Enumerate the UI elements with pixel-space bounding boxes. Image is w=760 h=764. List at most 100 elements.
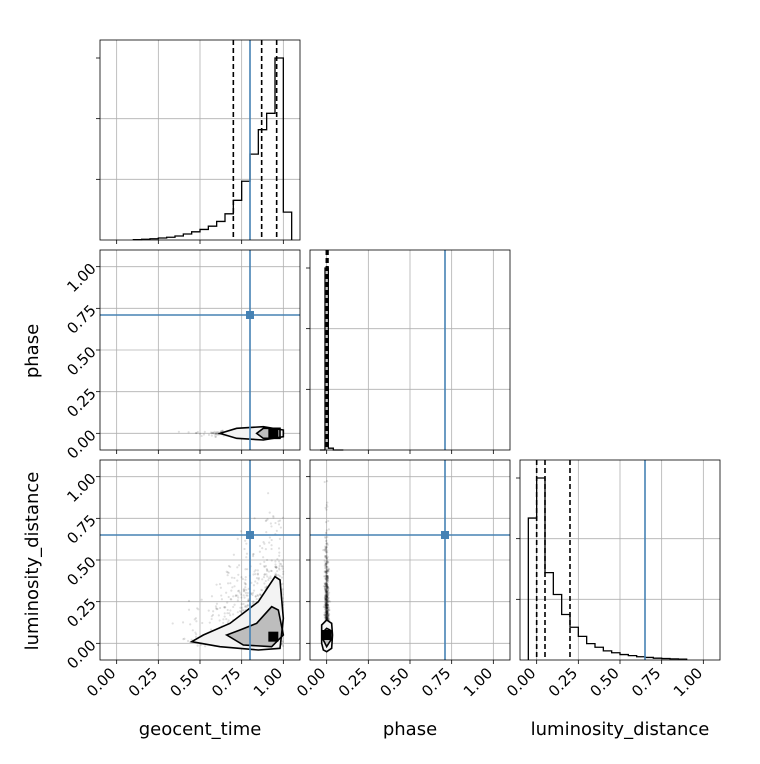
sample-point [325, 605, 329, 608]
sample-point [328, 608, 331, 612]
contour-outer [217, 425, 285, 441]
panel-content [100, 460, 300, 660]
sample-point [323, 613, 326, 617]
sample-point [275, 529, 278, 532]
sample-point [213, 430, 216, 434]
x-tick-label: 0.00 [83, 664, 119, 700]
sample-point [327, 593, 330, 596]
sample-point [228, 612, 231, 615]
sample-point [194, 631, 197, 634]
sample-point [324, 587, 327, 591]
sample-point [326, 584, 329, 587]
sample-point [325, 578, 329, 581]
sample-point [326, 608, 329, 612]
sample-point [327, 618, 330, 621]
sample-point [325, 616, 328, 620]
sample-point [326, 616, 329, 619]
sample-point [326, 585, 329, 588]
sample-point [326, 562, 329, 565]
sample-point [327, 614, 330, 617]
sample-point [325, 529, 328, 532]
sample-point [324, 599, 327, 602]
sample-point [325, 615, 328, 618]
sample-point [326, 586, 330, 589]
sample-point [226, 621, 229, 624]
sample-point [326, 581, 329, 584]
sample-point [196, 607, 199, 610]
sample-point [325, 612, 328, 616]
sample-point [265, 573, 268, 576]
sample-point [202, 433, 206, 436]
sample-point [327, 605, 330, 608]
sample-point [326, 603, 330, 607]
sample-point [222, 618, 225, 621]
luminosity-distance-vs-phase-panel: 0.00 0.25 0.50 0.75 1.00 [293, 459, 511, 700]
x-tick-label: 0.25 [335, 664, 371, 700]
sample-point [323, 575, 327, 578]
sample-point [325, 596, 329, 599]
sample-point [325, 595, 328, 598]
sample-point [326, 612, 329, 615]
sample-point [214, 432, 218, 435]
sample-point [324, 587, 327, 590]
sample-point [326, 576, 329, 579]
sample-point [326, 560, 329, 563]
sample-point [210, 615, 213, 618]
sample-point [156, 643, 160, 647]
sample-point [269, 577, 272, 580]
sample-point [246, 604, 249, 607]
sample-point [325, 616, 328, 619]
sample-point [229, 614, 232, 617]
sample-point [324, 611, 327, 614]
sample-point [324, 546, 327, 549]
sample-point [214, 605, 218, 608]
sample-point [325, 600, 329, 604]
sample-point [265, 519, 268, 522]
sample-point [226, 612, 229, 615]
sample-point [325, 580, 328, 583]
sample-point [326, 616, 329, 619]
sample-point [270, 525, 273, 528]
sample-point [325, 600, 328, 603]
sample-point [210, 595, 214, 598]
sample-point [325, 592, 329, 595]
panel-content [100, 250, 300, 450]
sample-point [325, 583, 329, 586]
sample-point [215, 433, 218, 436]
contour-inner [224, 605, 285, 648]
sample-point [328, 606, 331, 610]
sample-point [241, 577, 245, 581]
sample-point [195, 431, 198, 435]
sample-point [259, 593, 262, 596]
sample-point [322, 585, 325, 588]
x-tick-label: 0.50 [376, 664, 412, 700]
sample-point [245, 552, 249, 555]
sample-point [324, 615, 328, 618]
sample-point [281, 640, 284, 643]
sample-point [324, 591, 327, 594]
sample-point [325, 572, 329, 575]
sample-point [325, 614, 328, 617]
sample-point [325, 615, 328, 618]
sample-point [326, 606, 329, 609]
sample-point [326, 615, 329, 618]
sample-point [232, 613, 235, 616]
x-tick-label: 0.75 [208, 664, 244, 700]
sample-point [269, 569, 273, 572]
sample-point [325, 575, 328, 579]
sample-point [268, 541, 271, 544]
sample-point [226, 601, 229, 604]
sample-point [326, 610, 329, 613]
sample-point [326, 617, 329, 620]
sample-point [325, 598, 329, 602]
sample-point [260, 588, 263, 591]
sample-point [326, 610, 329, 614]
sample-point [325, 611, 329, 614]
sample-point [325, 601, 328, 604]
sample-point [242, 588, 245, 591]
sample-point [326, 569, 329, 572]
sample-point [326, 604, 330, 607]
sample-point [215, 608, 218, 611]
sample-point [208, 621, 211, 624]
sample-point [325, 545, 328, 548]
